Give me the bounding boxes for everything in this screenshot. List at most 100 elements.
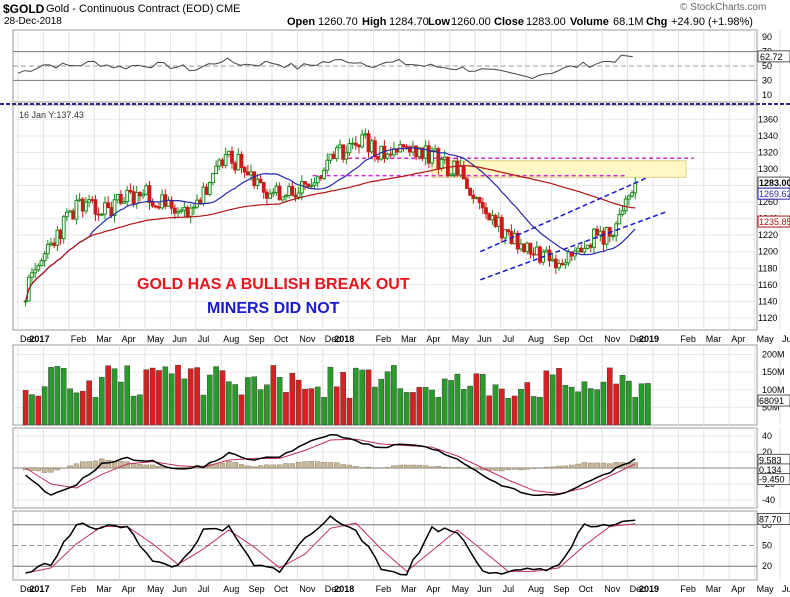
price-candle (525, 242, 530, 253)
price-xtick-label: Mar (401, 334, 417, 344)
price-candle (633, 182, 638, 194)
price-candle (363, 133, 368, 136)
price-candle (239, 153, 244, 168)
price-candle (274, 185, 279, 193)
price-candle (207, 182, 212, 195)
stochastic-xtick-label: May (452, 584, 470, 594)
rsi-tick-label: 90 (762, 32, 772, 42)
price-tick-label: 1260 (758, 197, 778, 207)
volume-bar (41, 386, 48, 426)
price-candle (93, 199, 98, 215)
price-candle (503, 229, 507, 239)
price-candle (138, 191, 142, 197)
volume-bar (270, 365, 277, 426)
stochastic-xtick-label: Jun (782, 584, 790, 594)
stochastic-xtick-label: 2017 (29, 584, 49, 594)
volume-bar (473, 373, 480, 426)
volume-bar (505, 398, 512, 426)
volume-bar (194, 367, 200, 426)
low-label: Low (428, 16, 450, 28)
stochastic-xtick-label: 2018 (334, 584, 354, 594)
macd-histogram-bar (594, 462, 600, 469)
stochastic-xtick-label: May (757, 584, 775, 594)
volume-bar (219, 370, 226, 426)
price-candle (445, 156, 450, 177)
volume-bar (200, 394, 207, 426)
rsi-line (17, 54, 633, 80)
macd-histogram-bar (384, 467, 391, 469)
macd-histogram-bar (295, 462, 302, 469)
price-candle (376, 155, 380, 160)
macd-value-box (757, 473, 790, 486)
price-candle (528, 242, 533, 255)
macd-histogram-bar (276, 464, 283, 469)
volume-bar (86, 380, 92, 426)
stochastic-xtick-label: Dec (20, 584, 37, 594)
volume-bar (257, 389, 264, 426)
price-candle (33, 269, 38, 274)
price-candle (220, 159, 225, 166)
price-tick-label: 1160 (758, 280, 777, 290)
stochastic-tick-label: 20 (762, 561, 772, 571)
volume-bar (232, 384, 238, 426)
price-candle (296, 192, 301, 198)
stochastic-value-box (757, 512, 790, 525)
price-xtick-label: Apr (731, 334, 745, 344)
price-xtick-label: Jun (172, 334, 187, 344)
info-label: 16 Jan Y:137.43 (19, 110, 84, 120)
price-candle (458, 165, 463, 176)
volume-tick-label: 200M (762, 350, 785, 360)
volume-bar (92, 397, 99, 426)
close-label: Close (494, 16, 524, 28)
volume-bar (378, 378, 385, 426)
macd-histogram-bar (365, 466, 372, 469)
price-panel (12, 104, 758, 331)
price-candle (585, 244, 590, 249)
last-close-label: 1283.00 (759, 178, 790, 188)
price-candle (620, 210, 625, 216)
price-candle (96, 213, 101, 216)
price-candle (442, 156, 447, 161)
macd-histogram-bar (105, 460, 111, 469)
volume-bar (480, 373, 486, 426)
macd-histogram-bar (118, 460, 124, 469)
volume-bar (143, 369, 150, 426)
volume-bar (321, 397, 327, 426)
price-xtick-label: May (757, 334, 775, 344)
volume-bar (492, 384, 499, 426)
price-tick-label: 1300 (758, 164, 778, 174)
price-xtick-label: Mar (706, 334, 722, 344)
volume-tick-label: 100M (762, 385, 785, 395)
macd-histogram-bar (232, 462, 238, 469)
price-candle (617, 214, 622, 225)
price-candle (557, 263, 561, 269)
price-candle (598, 230, 603, 236)
price-candle (426, 145, 431, 164)
macd-histogram-bar (518, 467, 524, 471)
volume-bar (549, 374, 556, 426)
price-candle (71, 210, 76, 220)
volume-bar (454, 373, 461, 426)
price-candle (623, 198, 628, 212)
volume-bar (562, 385, 569, 426)
price-tick-label: 1140 (758, 296, 777, 306)
price-candle (182, 206, 187, 211)
volume-bar (276, 377, 283, 426)
price-candle (122, 201, 126, 204)
volume-value-label: 68091 (759, 396, 784, 406)
price-candle (449, 173, 453, 177)
volume-bar (613, 383, 619, 426)
volume-bar (645, 383, 651, 426)
macd-signal-line (25, 438, 636, 495)
rsi-tick-label: 10 (762, 90, 772, 100)
volume-bar (346, 397, 353, 426)
macd-histogram-bar (499, 467, 505, 472)
price-candle (344, 152, 349, 160)
stochastic-xtick-label: Aug (223, 584, 239, 594)
price-xtick-label: Jul (198, 334, 210, 344)
volume-bar (626, 380, 632, 426)
volume-bar (314, 386, 321, 426)
price-candle (576, 247, 580, 252)
price-candle (341, 144, 346, 160)
macd-tick-label: 20 (762, 447, 772, 457)
